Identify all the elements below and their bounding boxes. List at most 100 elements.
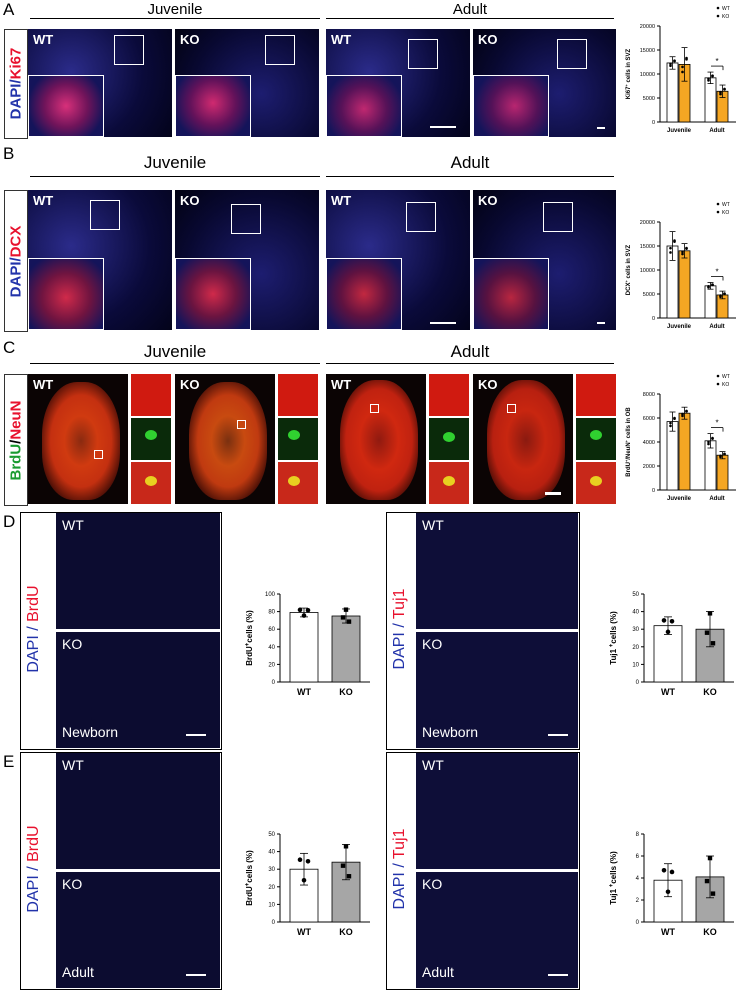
tick-label: 0: [636, 680, 640, 686]
micrograph-a-juvenile-ko: KO: [175, 29, 319, 137]
group-title-adult-b: Adult: [450, 153, 490, 172]
panel-letter-a: A: [3, 0, 15, 19]
stain-brdu: BrdU: [7, 443, 25, 481]
micrograph-b-adult-wt: WT: [326, 190, 470, 330]
tick-label: 0: [652, 488, 655, 494]
label-wt: WT: [33, 32, 54, 47]
data-point: [711, 436, 714, 440]
data-point: [661, 868, 667, 873]
tick-label: 0: [272, 680, 276, 686]
y-axis-label: Tuj1 +cells (%): [609, 611, 618, 665]
data-point: [681, 412, 684, 416]
significance-star: *: [715, 419, 718, 428]
group-line: [326, 18, 614, 19]
data-point: [707, 77, 710, 81]
legend-label: KO: [722, 14, 729, 20]
data-point: [723, 87, 726, 91]
data-point: [723, 292, 726, 295]
legend-label: WT: [722, 202, 730, 208]
micrograph-c-adult-wt: WT: [326, 374, 426, 504]
x-tick-label: KO: [339, 687, 353, 697]
inset-neun: [278, 374, 318, 416]
y-axis-label: BrdU+/NeuN+ cells in OB: [624, 407, 632, 477]
tick-label: 20000: [640, 220, 655, 226]
micrograph-e-tuj1-wt: WT: [416, 753, 578, 869]
bar-ko-juvenile: [678, 412, 691, 491]
tick-label: 40: [632, 610, 639, 616]
x-tick-label: Adult: [709, 128, 724, 134]
panel-letter-d: D: [3, 512, 16, 531]
micrograph-d-tuj1-ko: KO Newborn: [416, 632, 578, 748]
data-point: [301, 877, 307, 883]
x-tick-label: Juvenile: [667, 324, 692, 330]
data-point: [711, 74, 714, 77]
group-title-adult-c: Adult: [450, 342, 490, 361]
micrograph-c-juvenile-ko: KO: [175, 374, 275, 504]
x-tick-label: Juvenile: [667, 128, 692, 134]
data-point: [340, 615, 346, 620]
data-point: [669, 246, 672, 250]
label-wt: WT: [331, 377, 352, 392]
legend-label: WT: [722, 6, 730, 12]
data-point: [681, 70, 684, 74]
micrograph-e-brdu-wt: WT: [56, 753, 220, 869]
tick-label: 80: [268, 610, 275, 616]
stain-ki67: Ki67: [7, 47, 25, 80]
inset-merge: [278, 462, 318, 504]
legend-marker: [716, 14, 720, 18]
data-point: [305, 858, 311, 864]
data-point: [681, 414, 684, 418]
x-tick-label: KO: [703, 927, 717, 937]
tick-label: 5000: [643, 96, 655, 102]
tick-label: 6000: [643, 416, 655, 422]
tick-label: 8: [636, 832, 640, 838]
tick-label: 20000: [640, 24, 655, 30]
data-point: [665, 889, 671, 895]
data-point: [301, 613, 307, 618]
group-line: [30, 363, 320, 364]
data-point: [719, 90, 722, 94]
stain-dapi: DAPI/: [7, 79, 25, 120]
x-tick-label: Juvenile: [667, 496, 692, 502]
micrograph-d-tuj1-wt: WT: [416, 513, 578, 629]
micrograph-b-juvenile-ko: KO: [175, 190, 319, 330]
data-point: [669, 64, 672, 68]
bar-ko-adult: [716, 454, 729, 491]
tick-label: 50: [632, 592, 639, 598]
label-ko: KO: [180, 377, 200, 392]
row-label-a: DAPI/Ki67: [4, 29, 28, 139]
tick-label: 10: [268, 902, 275, 908]
scale-bar: [430, 126, 456, 128]
label-ko: KO: [180, 32, 200, 47]
data-point: [673, 239, 676, 242]
group-line: [30, 18, 320, 19]
tick-label: 0: [652, 120, 655, 126]
data-point: [707, 855, 713, 861]
significance-star: *: [715, 57, 718, 66]
panel-letter-b: B: [3, 144, 15, 163]
inset-brdu: [429, 418, 469, 460]
label-ko: KO: [478, 193, 498, 208]
micrograph-d-brdu-ko: KO Newborn: [56, 632, 220, 748]
group-line: [326, 176, 614, 177]
legend-label: KO: [722, 382, 729, 388]
data-point: [343, 844, 349, 849]
bar-wt-adult: [704, 285, 717, 319]
legend-marker: [716, 382, 720, 386]
data-point: [669, 421, 672, 425]
micrograph-e-tuj1-ko: KO Adult: [416, 872, 578, 988]
inset-brdu: [278, 418, 318, 460]
label-ko: KO: [478, 32, 498, 47]
group-line: [30, 176, 320, 177]
panel-letter-c: C: [3, 338, 16, 357]
micrograph-b-adult-ko: KO: [473, 190, 616, 330]
chart-b: 0 5000 10000 15000 20000 DCX+ cells in SVZ Juv…: [624, 202, 736, 330]
data-point: [719, 454, 722, 458]
tick-label: 8000: [643, 392, 655, 398]
data-point: [673, 59, 676, 62]
tick-label: 15000: [640, 244, 655, 250]
row-label-e-right: DAPI / Tuj1: [391, 828, 408, 910]
micrograph-b-juvenile-wt: WT: [28, 190, 172, 330]
x-tick-label: WT: [297, 687, 311, 697]
chart-e-brdu: 0 10 20 30 40 50 BrdU+cells (%) WT KO: [245, 832, 370, 937]
